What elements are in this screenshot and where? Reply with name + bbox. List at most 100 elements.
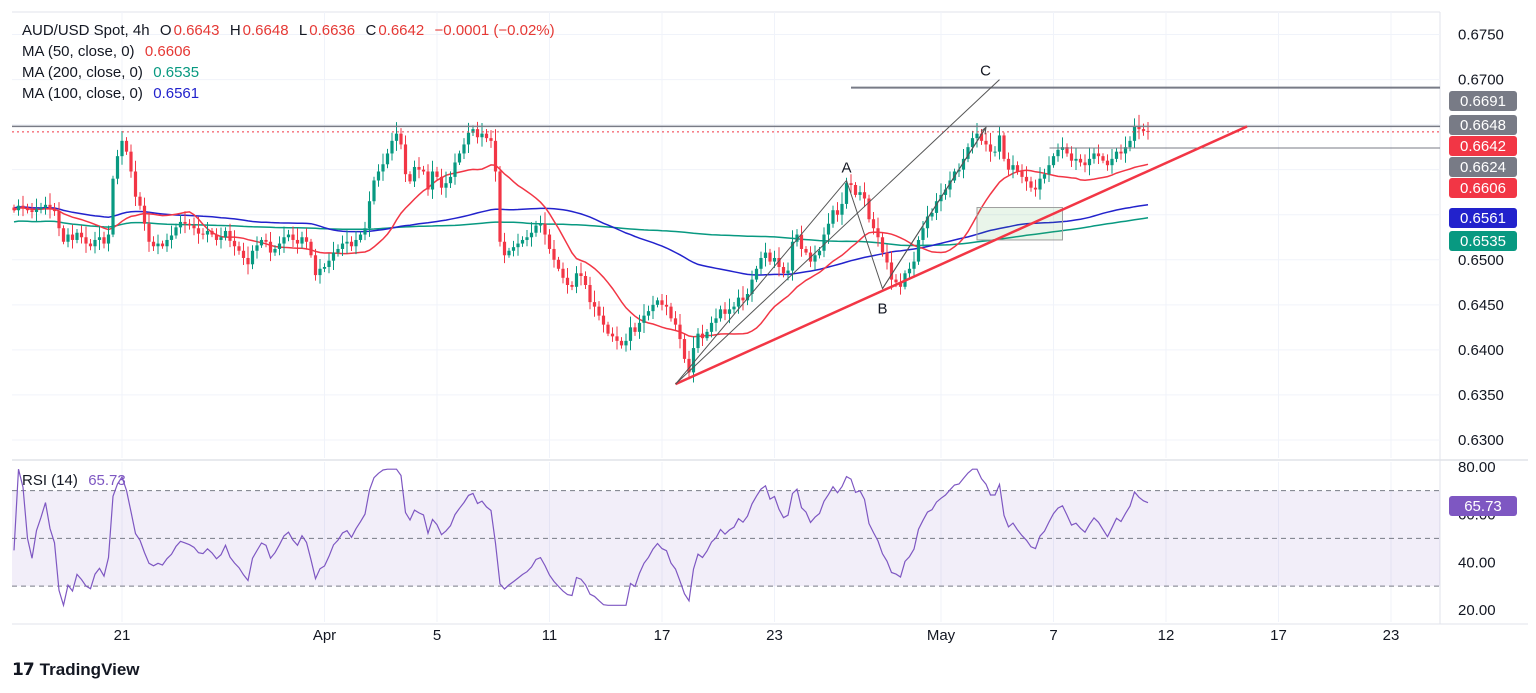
candle-body bbox=[556, 259, 561, 269]
candle-body bbox=[925, 216, 930, 229]
candle-body bbox=[57, 211, 61, 229]
candle-body bbox=[16, 205, 21, 211]
change-value: −0.0001 (−0.02%) bbox=[434, 22, 555, 39]
price-axis-badge-label: 0.6535 bbox=[1460, 233, 1506, 250]
candle-body bbox=[282, 237, 286, 244]
candle-body bbox=[1092, 153, 1096, 159]
candle-body bbox=[1083, 162, 1087, 166]
candle-body bbox=[889, 262, 894, 280]
candle-body bbox=[619, 340, 624, 346]
time-tick-label: 17 bbox=[1270, 627, 1287, 644]
candle-body bbox=[421, 169, 426, 172]
candle-body bbox=[48, 204, 52, 209]
candle-body bbox=[732, 306, 736, 310]
candle-body bbox=[691, 348, 696, 373]
candle-body bbox=[831, 210, 835, 224]
candle-body bbox=[673, 318, 678, 325]
candle-body bbox=[300, 237, 304, 244]
candle-body bbox=[462, 144, 466, 154]
candle-body bbox=[313, 255, 318, 276]
candle-body bbox=[1051, 156, 1056, 166]
candle-body bbox=[147, 223, 151, 242]
candle-body bbox=[1002, 135, 1006, 159]
candle-body bbox=[1096, 153, 1101, 157]
candle-body bbox=[156, 243, 160, 247]
candle-body bbox=[403, 144, 408, 175]
candle-body bbox=[1110, 158, 1114, 166]
candle-body bbox=[1033, 187, 1038, 190]
tradingview-logo[interactable]: 𝟭𝟳 TradingView bbox=[12, 660, 140, 680]
rsi-line bbox=[13, 468, 1149, 608]
candle-body bbox=[898, 282, 903, 287]
ma100-legend[interactable]: MA (100, close, 0) 0.6561 bbox=[22, 85, 201, 102]
price-axis-badge-label: 0.6561 bbox=[1460, 210, 1506, 227]
candle-body bbox=[291, 234, 295, 240]
candle-body bbox=[1137, 126, 1141, 130]
candle-body bbox=[543, 223, 547, 235]
candle-body bbox=[885, 252, 889, 263]
candle-body bbox=[754, 268, 759, 280]
close-value: 0.6642 bbox=[378, 22, 425, 39]
candle-body bbox=[453, 162, 457, 177]
candle-body bbox=[799, 234, 804, 249]
candle-body bbox=[642, 315, 646, 323]
candle-body bbox=[597, 306, 601, 316]
candle-body bbox=[174, 227, 178, 236]
candle-body bbox=[214, 234, 219, 240]
candle-body bbox=[907, 268, 912, 274]
candle-body bbox=[678, 324, 682, 340]
candle-body bbox=[835, 210, 840, 215]
candle-body bbox=[493, 140, 498, 172]
candle-body bbox=[592, 302, 597, 307]
rsi-legend[interactable]: RSI (14) 65.73 bbox=[22, 472, 128, 489]
candle-body bbox=[988, 144, 993, 152]
candle-body bbox=[259, 239, 264, 246]
candle-body bbox=[1011, 165, 1015, 170]
candle-body bbox=[70, 234, 75, 240]
candle-body bbox=[1038, 178, 1042, 190]
candle-body bbox=[439, 176, 444, 188]
candle-body bbox=[93, 239, 97, 247]
high-value: 0.6648 bbox=[242, 22, 289, 39]
candle-body bbox=[682, 339, 687, 359]
candle-body bbox=[187, 223, 192, 226]
candle-body bbox=[628, 327, 633, 341]
time-tick-label: 12 bbox=[1158, 627, 1175, 644]
candle-body bbox=[151, 241, 156, 247]
candle-body bbox=[525, 237, 529, 240]
wave-label-a: A bbox=[841, 159, 851, 176]
candle-body bbox=[84, 237, 88, 244]
candle-body bbox=[381, 164, 385, 172]
candle-body bbox=[435, 171, 439, 177]
candle-body bbox=[21, 205, 25, 208]
price-axis-badge bbox=[1449, 231, 1517, 251]
candle-body bbox=[651, 304, 655, 312]
candle-body bbox=[1101, 156, 1105, 161]
candle-body bbox=[358, 234, 363, 240]
open-value: 0.6643 bbox=[173, 22, 220, 39]
candle-body bbox=[880, 237, 885, 253]
price-tick-label: 0.6700 bbox=[1458, 72, 1504, 89]
rsi-axis-badge-label: 65.73 bbox=[1464, 498, 1502, 515]
candle-body bbox=[264, 239, 268, 242]
candle-body bbox=[1105, 160, 1110, 166]
price-tick-label: 0.6350 bbox=[1458, 387, 1504, 404]
price-axis-badge-label: 0.6691 bbox=[1460, 93, 1506, 110]
candle-body bbox=[331, 252, 336, 261]
candle-body bbox=[997, 135, 1002, 152]
candle-body bbox=[862, 192, 867, 199]
abc-wave-path bbox=[675, 127, 987, 385]
candle-body bbox=[813, 255, 817, 262]
candle-body bbox=[349, 241, 354, 247]
candle-body bbox=[372, 180, 376, 202]
tradingview-logo-text: TradingView bbox=[39, 660, 140, 679]
ma50-legend[interactable]: MA (50, close, 0) 0.6606 bbox=[22, 43, 193, 60]
candle-body bbox=[79, 232, 84, 238]
ma200-legend[interactable]: MA (200, close, 0) 0.6535 bbox=[22, 64, 201, 81]
candle-body bbox=[241, 250, 246, 258]
time-tick-label: 11 bbox=[542, 627, 558, 644]
candle-body bbox=[210, 230, 214, 235]
candle-body bbox=[286, 234, 291, 238]
candle-body bbox=[961, 158, 966, 170]
